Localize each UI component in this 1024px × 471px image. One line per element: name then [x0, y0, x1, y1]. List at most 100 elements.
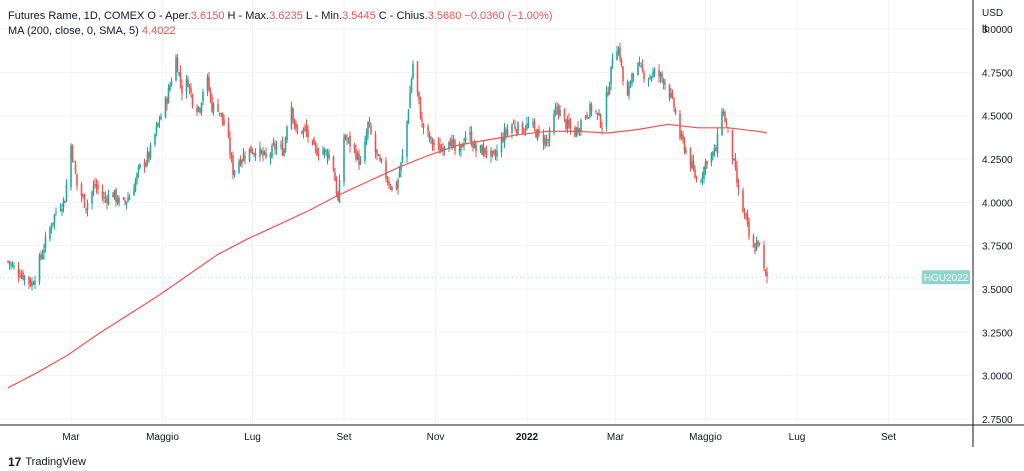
candle-body	[71, 145, 74, 161]
candle-body	[220, 112, 222, 114]
candle-body	[472, 144, 474, 148]
candle-body	[103, 197, 105, 199]
candle-body	[577, 127, 579, 133]
candle-body	[745, 213, 747, 216]
candle-body	[506, 130, 509, 136]
price-tag-label: HGU2022	[924, 273, 969, 284]
candle-body	[638, 62, 641, 64]
candle-body	[505, 129, 507, 134]
candle-body	[763, 245, 765, 269]
candle-body	[503, 129, 506, 143]
candle-body	[484, 147, 486, 153]
candle-body	[553, 114, 555, 133]
candle-body	[137, 167, 140, 172]
candle-body	[671, 92, 674, 97]
candle-body	[752, 235, 755, 248]
candle-body	[481, 144, 483, 155]
candle-body	[479, 145, 482, 150]
high-value: 3.6235	[269, 10, 303, 22]
candle-body	[95, 184, 98, 188]
ma-label: MA (200, close, 0, SMA, 5)	[8, 25, 139, 37]
candle-body	[55, 211, 57, 213]
candle-body	[568, 119, 570, 126]
candle-body	[536, 129, 539, 140]
candle-body	[490, 150, 492, 157]
candle-body	[458, 148, 461, 152]
candle-body	[155, 125, 158, 133]
ma-legend: MA (200, close, 0, SMA, 5) 4.4022	[8, 25, 176, 37]
candle-body	[407, 110, 410, 122]
candle-body	[398, 172, 401, 178]
candle-body	[107, 194, 110, 205]
candle-body	[157, 122, 159, 127]
y-tick-label: 3.2500	[982, 328, 1013, 339]
candle-body	[118, 197, 120, 204]
candle-body	[125, 201, 128, 205]
candle-body	[50, 227, 53, 229]
candle-body	[248, 148, 251, 161]
candle-body	[622, 66, 624, 82]
candle-body	[422, 123, 425, 129]
candle-body	[20, 274, 23, 278]
candle-body	[221, 112, 224, 121]
candle-body	[595, 110, 597, 112]
candle-body	[542, 134, 545, 144]
candle-body	[701, 176, 704, 179]
candle-body	[629, 82, 632, 84]
candle-body	[260, 150, 263, 153]
candle-body	[547, 141, 549, 143]
candle-body	[149, 144, 152, 158]
candle-body	[628, 85, 630, 95]
candle-body	[427, 126, 429, 132]
candle-body	[584, 116, 587, 119]
candle-body	[304, 126, 306, 128]
unit-label: lb	[982, 24, 990, 35]
candle-body	[554, 109, 557, 115]
candle-body	[712, 151, 714, 156]
candle-body	[253, 153, 255, 155]
candle-body	[659, 72, 662, 77]
candle-body	[227, 123, 230, 137]
candle-body	[421, 118, 423, 122]
candle-body	[355, 148, 357, 160]
candle-body	[713, 147, 716, 152]
candle-body	[716, 133, 719, 154]
candle-body	[31, 282, 33, 287]
candle-body	[649, 76, 651, 79]
candle-body	[200, 103, 203, 113]
candle-body	[491, 150, 494, 152]
candle-body	[148, 152, 150, 159]
candle-body	[496, 149, 498, 157]
candle-body	[347, 138, 350, 140]
x-tick-label: Set	[881, 432, 896, 443]
candle-body	[376, 149, 378, 155]
candle-body	[356, 152, 359, 160]
candle-body	[386, 181, 389, 183]
currency-label: USD	[982, 8, 1004, 19]
candle-body	[82, 195, 84, 197]
x-tick-label: Nov	[427, 432, 445, 443]
candle-body	[532, 122, 534, 125]
candle-body	[620, 59, 623, 66]
candle-body	[91, 191, 93, 204]
candle-body	[631, 73, 633, 84]
candle-body	[70, 145, 72, 188]
candle-body	[74, 163, 77, 174]
tradingview-logo[interactable]: 17 TradingView	[8, 455, 86, 469]
candle-body	[190, 87, 192, 93]
candle-body	[589, 104, 591, 118]
candle-body	[322, 150, 324, 155]
candle-body	[706, 161, 708, 165]
candle-body	[139, 163, 141, 168]
candle-body	[349, 135, 351, 147]
candle-body	[145, 162, 147, 167]
candle-body	[187, 79, 189, 87]
candle-body	[658, 70, 660, 76]
candle-body	[464, 136, 467, 142]
y-tick-label: 3.0000	[982, 372, 1013, 383]
x-tick-label: Mar	[607, 432, 625, 443]
candle-body	[59, 209, 62, 211]
candle-body	[379, 157, 381, 161]
candle-body	[296, 130, 299, 132]
